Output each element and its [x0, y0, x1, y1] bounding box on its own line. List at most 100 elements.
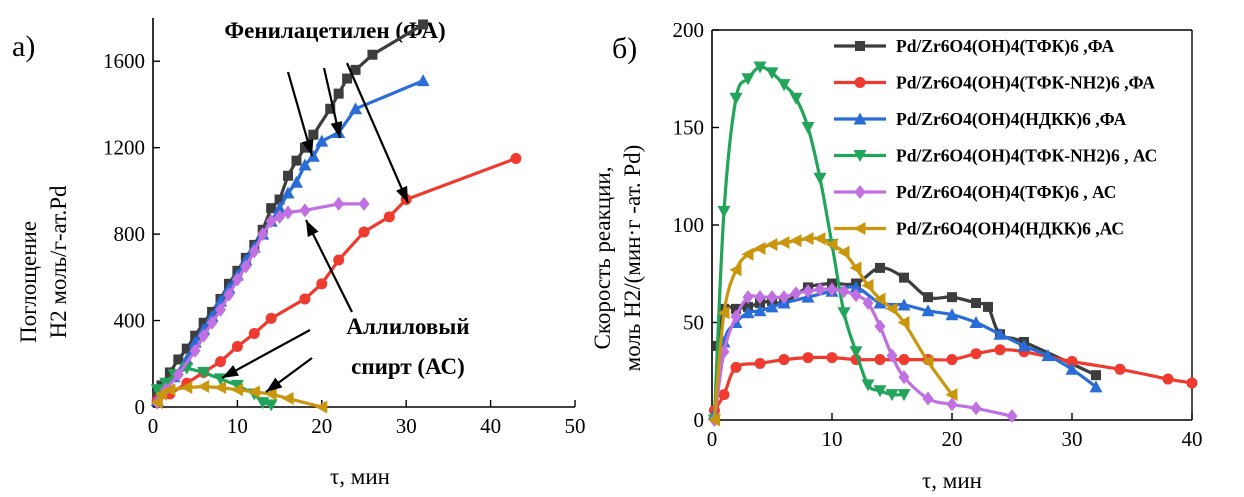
chart-a-data-point	[308, 129, 319, 140]
chart-b-data-point	[717, 306, 730, 320]
chart-b-ytick-label: 200	[673, 18, 705, 42]
chart-b-data-point	[778, 354, 790, 366]
chart-a-data-point	[299, 142, 310, 153]
chart-b-ytick-label: 100	[673, 213, 705, 237]
chart-b-xtick-label: 40	[1182, 427, 1203, 451]
chart-a-series-5	[151, 196, 370, 410]
chart-b-data-point	[777, 236, 790, 250]
chart-b-data-point	[730, 309, 742, 324]
arrow-pointer	[305, 219, 353, 313]
chart-a-ytick-label: 800	[114, 222, 146, 246]
chart-a-data-point	[180, 381, 193, 395]
panel-label-b: б)	[612, 32, 637, 65]
chart-a-ylabel-line1: Поглощение	[16, 221, 41, 343]
arrow-pointer	[322, 67, 343, 139]
chart-a-data-point	[333, 196, 345, 211]
chart-b-data-point	[921, 355, 934, 368]
legend-swatch-marker	[853, 222, 866, 235]
annotation-allyl-line1: Аллиловый	[346, 314, 469, 339]
chart-b-data-point	[729, 92, 743, 105]
chart-b-data-point	[753, 241, 766, 255]
chart-a-data-point	[240, 259, 252, 274]
chart-a-data-point	[215, 302, 227, 317]
chart-a-data-point	[172, 367, 184, 382]
chart-a-data-point	[206, 315, 218, 330]
chart-b-data-point	[873, 385, 887, 398]
chart-b-data-point	[789, 92, 803, 105]
chart-b-data-point	[1114, 363, 1126, 375]
chart-b-data-point	[862, 296, 874, 310]
chart-b-data-point	[874, 354, 886, 366]
legend-item: Pd/Zr6O4(OH)4(ТФК)6 ,ФА	[834, 36, 1115, 56]
chart-a-data-point	[273, 201, 287, 214]
chart-b-data-point	[814, 282, 826, 297]
chart-b-data-point	[838, 284, 850, 299]
chart-b-data-point	[753, 304, 767, 317]
chart-b-data-point	[946, 397, 958, 412]
chart-a-xtick-label: 30	[396, 414, 417, 438]
chart-b: б) Скорость реакции, моль H2/(мин·г -ат.…	[590, 18, 1203, 493]
arrow-pointer	[265, 357, 313, 393]
arrow-shaft	[345, 62, 410, 204]
chart-b-legend: Pd/Zr6O4(OH)4(ТФК)6 ,ФА Pd/Zr6O4(OH)4(ТФК…	[834, 36, 1157, 239]
chart-a: а) Фенилацетилен (ФА) Поглощение H2 моль…	[12, 18, 586, 489]
arrow-pointer	[286, 71, 314, 157]
chart-a-data-point	[358, 226, 370, 238]
chart-b-data-point	[707, 413, 720, 427]
chart-b-data-point	[886, 348, 898, 363]
chart-a-data-point	[416, 74, 430, 87]
chart-b-data-point	[717, 205, 731, 218]
legend-swatch-marker	[853, 112, 867, 125]
chart-b-data-point	[850, 288, 862, 303]
chart-b-data-point	[922, 391, 934, 406]
chart-b-data-point	[802, 352, 814, 364]
chart-b-data-point	[921, 304, 935, 317]
chart-b-data-point	[945, 308, 959, 321]
chart-a-data-point	[247, 385, 260, 399]
chart-b-ylabel-line2: моль H2/(мин·г -ат. Pd)	[620, 145, 645, 372]
chart-a-ylabel-line2: H2 моль/г-ат.Pd	[46, 185, 71, 339]
chart-a-xtick-label: 40	[480, 414, 501, 438]
chart-a-data-point	[265, 312, 277, 324]
chart-b-data-point	[754, 357, 766, 369]
chart-a-data-point	[316, 278, 328, 290]
arrow-head	[306, 220, 319, 237]
chart-b-data-point	[1017, 339, 1031, 352]
chart-a-data-point	[230, 383, 243, 397]
chart-a-data-point	[315, 400, 328, 414]
legend-swatch-marker	[853, 150, 867, 162]
chart-b-data-point	[861, 379, 875, 392]
legend-item: Pd/Zr6O4(OH)4(НДКК)6 ,АС	[834, 219, 1124, 239]
legend-item: Pd/Zr6O4(OH)4(ТФК)6 , АС	[834, 182, 1116, 202]
chart-a-ytick-label: 1600	[103, 49, 145, 73]
chart-a-data-point	[248, 244, 260, 259]
legend-swatch-marker	[855, 41, 865, 51]
chart-a-ytick-label: 400	[114, 309, 146, 333]
chart-a-data-point	[180, 352, 194, 365]
chart-a-data-point	[289, 175, 303, 188]
chart-b-data-point	[945, 388, 958, 402]
chart-a-data-point	[181, 343, 192, 354]
chart-b-data-point	[885, 389, 899, 402]
chart-b-series-5	[708, 282, 1018, 427]
chart-b-ytick-label: 50	[683, 311, 704, 335]
chart-a-data-point	[264, 399, 278, 412]
chart-b-data-point	[1091, 370, 1101, 381]
chart-a-data-point	[349, 102, 363, 115]
chart-b-data-point	[983, 301, 993, 312]
chart-b-data-point	[765, 67, 779, 80]
chart-b-data-point	[765, 300, 779, 313]
chart-a-data-point	[299, 293, 311, 305]
chart-a-data-point	[150, 384, 164, 397]
chart-b-data-point	[825, 238, 838, 251]
chart-b-ytick-label: 150	[673, 116, 705, 140]
chart-a-data-point	[283, 170, 294, 181]
chart-a-data-point	[274, 194, 285, 205]
chart-b-data-point	[729, 263, 742, 277]
chart-a-data-point	[223, 287, 235, 302]
chart-b-data-point	[1186, 377, 1198, 389]
chart-a-data-point	[266, 203, 277, 214]
chart-b-data-point	[861, 278, 874, 292]
chart-a-data-point	[197, 379, 210, 393]
chart-a-data-point	[231, 272, 243, 287]
